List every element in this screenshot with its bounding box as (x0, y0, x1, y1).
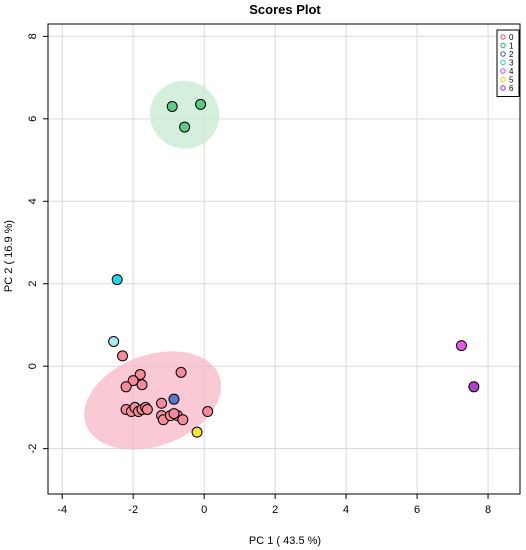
y-tick-label: 6 (27, 116, 39, 122)
data-point-group-0 (156, 397, 168, 409)
legend-label: 4 (509, 67, 514, 76)
data-points (108, 98, 480, 438)
confidence-ellipses (84, 80, 222, 450)
y-tick-label: 4 (27, 198, 39, 204)
data-point-group-0 (177, 414, 189, 426)
legend-marker (500, 34, 506, 40)
legend-marker (500, 76, 506, 83)
y-axis-title: PC 2 ( 16.9 %) (3, 220, 15, 292)
legend-label: 2 (509, 50, 514, 59)
data-point-group-4 (455, 340, 467, 352)
data-point-group-0 (134, 368, 146, 380)
x-tick-label: 8 (485, 504, 491, 516)
legend-marker (500, 68, 506, 74)
confidence-ellipse-1 (149, 80, 220, 149)
y-axis-ticks: -2 0 2 4 6 8 (27, 33, 48, 454)
data-point-group-0 (141, 403, 153, 415)
x-tick-label: 2 (272, 504, 278, 516)
legend-box (496, 29, 520, 97)
legend-label: 1 (509, 42, 514, 51)
data-point-group-2 (168, 393, 180, 405)
legend-label: 5 (509, 76, 514, 85)
legend-label: 0 (509, 33, 514, 42)
legend-label: 6 (509, 84, 514, 93)
x-axis-ticks: -4 -2 0 2 4 6 8 (57, 494, 491, 516)
legend-label: 3 (509, 59, 514, 68)
legend-marker (500, 42, 506, 49)
chart-title: Scores Plot (249, 2, 321, 17)
data-point-group-0 (202, 406, 214, 418)
legend-marker (500, 51, 506, 57)
confidence-ellipse-0 (84, 351, 222, 450)
data-point-group-0 (168, 408, 180, 420)
data-point-group-6 (468, 381, 480, 393)
legend-marker (500, 59, 506, 66)
x-tick-label: 0 (201, 504, 207, 516)
data-point-group-1 (195, 98, 207, 110)
data-point-group-3 (111, 274, 123, 286)
data-point-group-1 (179, 121, 191, 133)
data-point-group-0 (120, 381, 132, 393)
data-point-group-3b (108, 335, 120, 347)
data-point-group-0 (117, 350, 129, 362)
plot-frame (47, 23, 521, 495)
y-tick-label: -2 (27, 444, 39, 454)
legend-marker (500, 85, 506, 91)
x-axis-title: PC 1 ( 43.5 %) (249, 535, 321, 547)
data-point-group-0 (175, 366, 187, 378)
y-tick-label: 8 (27, 33, 39, 39)
data-point-group-1 (166, 100, 178, 112)
x-tick-label: 4 (343, 504, 349, 516)
data-point-group-0 (127, 375, 139, 387)
x-tick-label: -4 (57, 504, 67, 516)
y-tick-label: 2 (27, 281, 39, 287)
y-tick-label: 0 (27, 363, 39, 369)
data-point-group-0 (136, 379, 148, 391)
x-tick-label: -2 (128, 504, 138, 516)
x-tick-label: 6 (414, 504, 420, 516)
data-point-group-5 (191, 426, 203, 438)
